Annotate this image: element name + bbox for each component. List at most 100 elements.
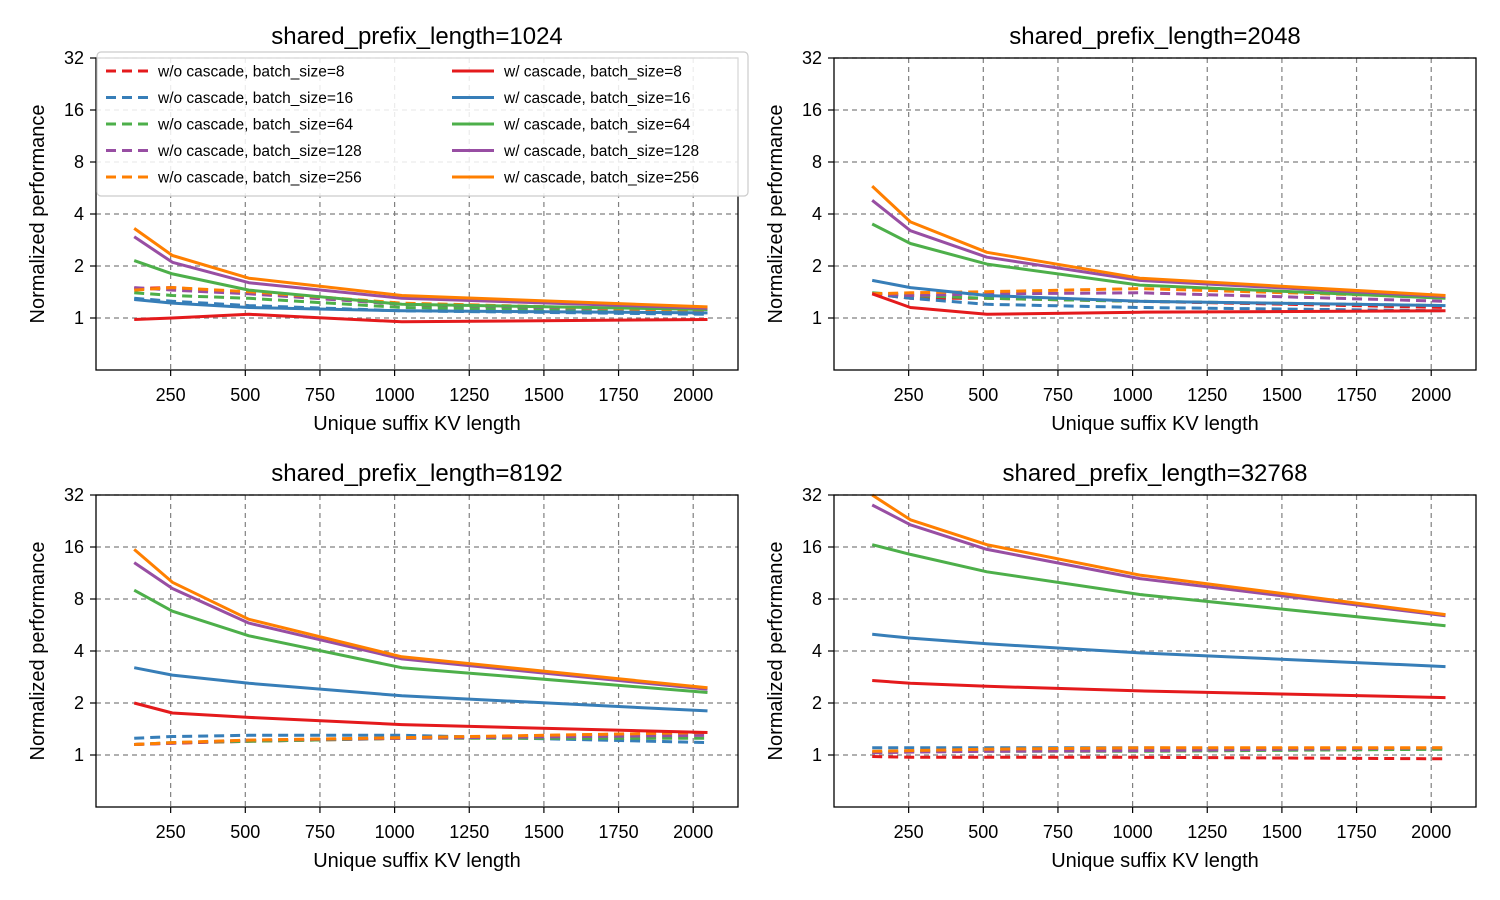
x-axis-label: Unique suffix KV length — [313, 413, 521, 435]
y-tick-label: 1 — [74, 308, 84, 328]
y-tick-label: 8 — [812, 589, 822, 609]
x-tick-label: 1250 — [1187, 385, 1227, 405]
legend-box — [96, 51, 749, 197]
x-tick-label: 1750 — [599, 822, 639, 842]
series-line-cascade-256 — [871, 185, 1446, 297]
x-tick-label: 2000 — [1411, 822, 1451, 842]
y-tick-label: 32 — [64, 485, 84, 505]
series-line-cascade-8 — [133, 701, 708, 734]
x-tick-label: 1500 — [524, 385, 564, 405]
x-tick-label: 1000 — [1113, 385, 1153, 405]
legend-label: w/o cascade, batch_size=16 — [157, 90, 353, 107]
y-axis-label: Normalized performance — [765, 105, 787, 324]
series-line-cascade-64 — [133, 259, 708, 311]
series-line-no-cascade-256 — [872, 746, 1446, 753]
series-line-no-cascade-16 — [872, 292, 1446, 313]
x-tick-label: 1000 — [375, 385, 415, 405]
x-axis-label: Unique suffix KV length — [313, 850, 521, 872]
x-tick-label: 1250 — [449, 822, 489, 842]
y-tick-label: 1 — [812, 308, 822, 328]
legend-label: w/ cascade, batch_size=8 — [503, 64, 682, 81]
series-line-cascade-64 — [133, 588, 708, 694]
y-tick-label: 2 — [74, 693, 84, 713]
x-axis-label: Unique suffix KV length — [1051, 413, 1259, 435]
series-line-cascade-128 — [133, 561, 708, 691]
x-tick-label: 750 — [1043, 822, 1073, 842]
y-tick-label: 4 — [812, 204, 822, 224]
x-tick-label: 250 — [156, 822, 186, 842]
x-tick-label: 1000 — [375, 822, 415, 842]
y-tick-label: 1 — [812, 745, 822, 765]
series-line-cascade-16 — [134, 298, 708, 315]
y-tick-label: 4 — [74, 204, 84, 224]
series-line-no-cascade-256 — [872, 287, 1446, 299]
series-line-no-cascade-64 — [134, 291, 708, 314]
series-line-cascade-256 — [871, 493, 1446, 617]
series-line-cascade-256 — [133, 227, 708, 309]
y-tick-label: 2 — [812, 256, 822, 276]
y-tick-label: 32 — [64, 48, 84, 68]
series-line-cascade-64 — [871, 222, 1446, 300]
x-tick-label: 1250 — [449, 385, 489, 405]
y-tick-label: 2 — [74, 256, 84, 276]
x-tick-label: 1750 — [1337, 822, 1377, 842]
x-tick-label: 1500 — [524, 822, 564, 842]
series-line-cascade-128 — [871, 199, 1446, 299]
y-tick-label: 16 — [802, 100, 822, 120]
series-line-cascade-8 — [134, 312, 708, 324]
x-tick-label: 2000 — [1411, 385, 1451, 405]
y-tick-label: 4 — [812, 641, 822, 661]
x-tick-label: 2000 — [673, 822, 713, 842]
axes-frame — [833, 57, 1477, 371]
y-tick-label: 32 — [802, 48, 822, 68]
chart-panel-2: 250 500 750 1000 1250 1500 1750 2000 1 2 4 8 16 32 sha… — [765, 23, 1477, 435]
x-tick-label: 1500 — [1262, 822, 1302, 842]
series-line-no-cascade-8 — [872, 755, 1446, 761]
series-line-cascade-64 — [871, 543, 1446, 628]
y-axis-label: Normalized performance — [765, 542, 787, 761]
legend-label: w/o cascade, batch_size=64 — [157, 117, 354, 134]
series-line-cascade-128 — [133, 235, 708, 310]
panel-title: shared_prefix_length=1024 — [271, 23, 563, 50]
panel-title: shared_prefix_length=2048 — [1009, 23, 1301, 50]
y-tick-label: 16 — [64, 537, 84, 557]
x-tick-label: 500 — [230, 385, 260, 405]
series-line-no-cascade-256 — [134, 731, 708, 746]
x-axis-label: Unique suffix KV length — [1051, 850, 1259, 872]
y-tick-label: 8 — [74, 589, 84, 609]
y-tick-label: 16 — [802, 537, 822, 557]
chart-panel-4: 250 500 750 1000 1250 1500 1750 2000 1 2 4 8 16 32 sha… — [765, 460, 1477, 872]
axes-frame — [95, 494, 739, 808]
y-tick-label: 1 — [74, 745, 84, 765]
y-tick-label: 8 — [812, 152, 822, 172]
legend-label: w/ cascade, batch_size=64 — [503, 117, 691, 134]
y-tick-label: 2 — [812, 693, 822, 713]
x-tick-label: 500 — [968, 822, 998, 842]
panel-title: shared_prefix_length=8192 — [271, 460, 563, 487]
y-tick-label: 32 — [802, 485, 822, 505]
x-tick-label: 1000 — [1113, 822, 1153, 842]
legend-label: w/ cascade, batch_size=256 — [503, 170, 699, 187]
x-tick-label: 1250 — [1187, 822, 1227, 842]
x-tick-label: 750 — [305, 385, 335, 405]
series-line-cascade-16 — [871, 278, 1446, 308]
x-tick-label: 1500 — [1262, 385, 1302, 405]
legend-label: w/ cascade, batch_size=16 — [503, 90, 691, 107]
panel-title: shared_prefix_length=32768 — [1003, 460, 1308, 487]
legend-label: w/o cascade, batch_size=8 — [157, 64, 345, 81]
series-line-cascade-16 — [872, 632, 1446, 669]
series-line-cascade-256 — [133, 548, 708, 690]
y-axis-label: Normalized performance — [27, 105, 49, 324]
x-tick-label: 250 — [894, 385, 924, 405]
legend-label: w/o cascade, batch_size=128 — [157, 143, 362, 160]
x-tick-label: 250 — [894, 822, 924, 842]
x-tick-label: 750 — [1043, 385, 1073, 405]
series-line-cascade-8 — [872, 679, 1446, 700]
legend-label: w/ cascade, batch_size=128 — [503, 143, 699, 160]
x-tick-label: 250 — [156, 385, 186, 405]
y-tick-label: 4 — [74, 641, 84, 661]
axes-frame — [833, 494, 1477, 808]
x-tick-label: 1750 — [1337, 385, 1377, 405]
legend-label: w/o cascade, batch_size=256 — [157, 170, 362, 187]
